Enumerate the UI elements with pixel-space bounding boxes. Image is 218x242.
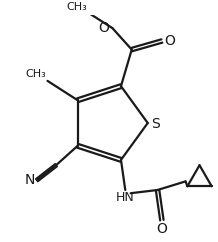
- Text: O: O: [99, 21, 110, 35]
- Text: O: O: [157, 222, 167, 236]
- Text: CH₃: CH₃: [26, 69, 46, 79]
- Text: N: N: [24, 173, 35, 187]
- Text: CH₃: CH₃: [67, 2, 88, 12]
- Text: HN: HN: [116, 191, 135, 204]
- Text: S: S: [152, 117, 160, 131]
- Text: O: O: [164, 34, 175, 47]
